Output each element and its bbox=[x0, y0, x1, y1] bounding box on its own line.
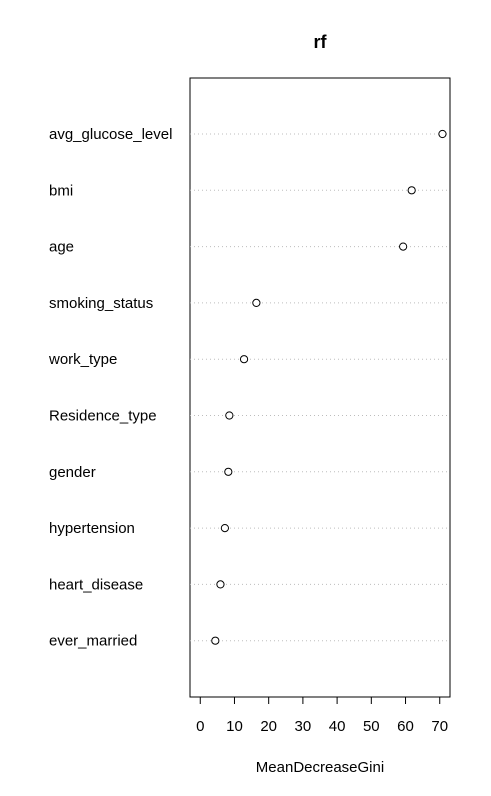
x-tick-label-10: 10 bbox=[226, 718, 243, 735]
x-axis: 0 10 20 30 40 50 60 70 bbox=[196, 696, 448, 735]
plot-frame bbox=[189, 77, 451, 698]
x-tick-label-30: 30 bbox=[295, 718, 312, 735]
point-heart_disease bbox=[216, 580, 225, 589]
category-label-smoking_status: smoking_status bbox=[49, 295, 153, 312]
point-hypertension bbox=[220, 524, 229, 533]
x-tick-label-40: 40 bbox=[329, 718, 346, 735]
category-label-gender: gender bbox=[49, 464, 96, 481]
category-label-ever_married: ever_married bbox=[49, 633, 137, 650]
point-ever_married bbox=[211, 636, 220, 645]
x-tick-label-70: 70 bbox=[431, 718, 448, 735]
point-smoking_status bbox=[252, 298, 261, 307]
category-label-bmi: bmi bbox=[49, 182, 73, 199]
x-tick-label-50: 50 bbox=[363, 718, 380, 735]
category-label-heart_disease: heart_disease bbox=[49, 576, 143, 593]
category-label-avg_glucose_level: avg_glucose_level bbox=[49, 126, 172, 143]
point-gender bbox=[224, 467, 233, 476]
point-work_type bbox=[239, 355, 249, 364]
point-age bbox=[399, 242, 408, 251]
category-label-age: age bbox=[49, 239, 74, 256]
point-avg_glucose_level bbox=[438, 129, 447, 139]
plot-title: rf bbox=[314, 32, 328, 52]
category-label-hypertension: hypertension bbox=[49, 520, 135, 537]
point-bmi bbox=[407, 186, 416, 195]
category-label-work_type: work_type bbox=[48, 351, 117, 368]
data-points bbox=[211, 129, 447, 645]
x-tick-label-60: 60 bbox=[397, 718, 414, 735]
x-tick-label-0: 0 bbox=[196, 718, 204, 735]
category-label-Residence_type: Residence_type bbox=[49, 408, 157, 425]
point-Residence_type bbox=[225, 411, 234, 420]
guide-lines bbox=[190, 133, 450, 642]
x-axis-title: MeanDecreaseGini bbox=[256, 759, 384, 776]
x-tick-label-20: 20 bbox=[260, 718, 277, 735]
